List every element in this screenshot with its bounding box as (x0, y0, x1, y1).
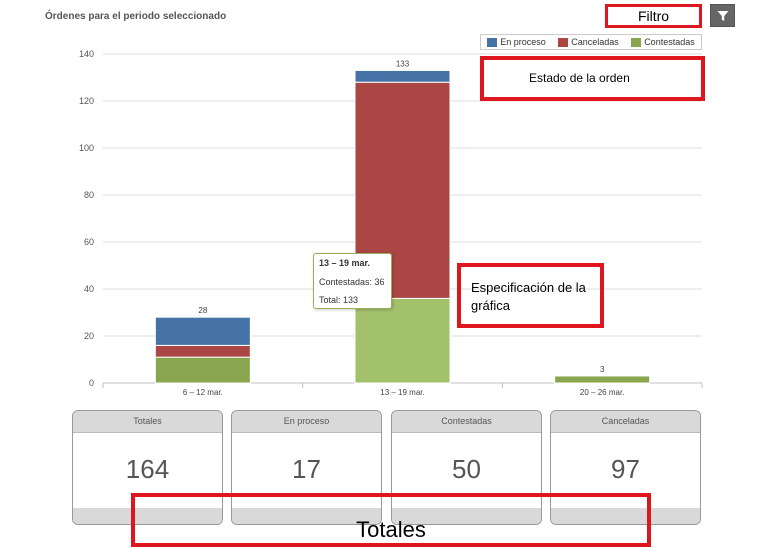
card-footer (551, 508, 700, 524)
especificacion-callout: Especificación de la gráfica (457, 263, 604, 328)
bar-segment-contestadas (354, 297, 451, 384)
legend-swatch-en-proceso (487, 37, 498, 47)
bar-segment-contestadas (154, 356, 251, 384)
tooltip-title: 13 – 19 mar. (319, 258, 371, 268)
x-tick-label: 20 – 26 mar. (580, 388, 624, 397)
card-label-contestadas: Contestadas (392, 411, 541, 433)
card-value-canceladas: 97 (611, 454, 640, 484)
canceladas-card[interactable]: Canceladas 97 (550, 410, 701, 525)
estado-callout: Estado de la orden (480, 56, 705, 101)
y-tick-label: 100 (79, 143, 94, 153)
y-tick-label: 0 (89, 378, 94, 388)
contestadas-card[interactable]: Contestadas 50 (391, 410, 542, 525)
chart-legend: En proceso Canceladas Contestadas (480, 34, 702, 50)
legend-label-en-proceso: En proceso (500, 37, 546, 47)
y-tick-label: 120 (79, 96, 94, 106)
card-footer (392, 508, 541, 524)
chart-title: Órdenes para el periodo seleccionado (45, 11, 227, 22)
legend-label-canceladas: Canceladas (571, 37, 619, 47)
y-tick-label: 60 (84, 237, 94, 247)
en-proceso-card[interactable]: En proceso 17 (231, 410, 382, 525)
x-tick-label: 6 – 12 mar. (183, 388, 223, 397)
legend-label-contestadas: Contestadas (644, 37, 695, 47)
x-tick-label: 13 – 19 mar. (380, 388, 424, 397)
totales-callout: Totales (131, 493, 651, 547)
card-footer (73, 508, 222, 524)
y-tick-label: 80 (84, 190, 94, 200)
legend-swatch-canceladas (558, 37, 569, 47)
bar-total-label: 133 (396, 59, 410, 68)
bar-total-label: 3 (600, 365, 605, 374)
card-label-totales: Totales (73, 411, 222, 433)
card-label-en-proceso: En proceso (232, 411, 381, 433)
filter-button[interactable] (710, 4, 735, 27)
bar-segment-en-proceso (154, 316, 251, 346)
filter-callout: Filtro (605, 4, 702, 28)
legend-item-contestadas[interactable]: Contestadas (631, 37, 695, 47)
bar-segment-contestadas (554, 375, 651, 384)
chart-tooltip: 13 – 19 mar. Contestadas: 36 Total: 133 (313, 253, 392, 309)
card-footer (232, 508, 381, 524)
tooltip-total: Total: 133 (319, 295, 359, 305)
bar-segment-canceladas (154, 344, 251, 358)
tooltip-contestadas: Contestadas: 36 (319, 277, 385, 287)
card-value-totales: 164 (125, 454, 170, 484)
bar-segment-en-proceso (354, 69, 451, 83)
legend-item-en-proceso[interactable]: En proceso (487, 37, 546, 47)
card-value-contestadas: 50 (452, 454, 481, 484)
y-tick-label: 40 (84, 284, 94, 294)
legend-swatch-contestadas (631, 37, 642, 47)
filter-icon (717, 10, 728, 21)
totales-card[interactable]: Totales 164 (72, 410, 223, 525)
y-tick-label: 20 (84, 331, 94, 341)
stacked-bar-chart: 0 20 40 60 80 100 120 140 28 6 – 12 mar. 133 13 – 1… (79, 49, 703, 397)
bar-total-label: 28 (198, 306, 207, 315)
card-label-canceladas: Canceladas (551, 411, 700, 433)
y-tick-label: 140 (79, 49, 94, 59)
legend-item-canceladas[interactable]: Canceladas (558, 37, 619, 47)
card-value-en-proceso: 17 (292, 454, 321, 484)
